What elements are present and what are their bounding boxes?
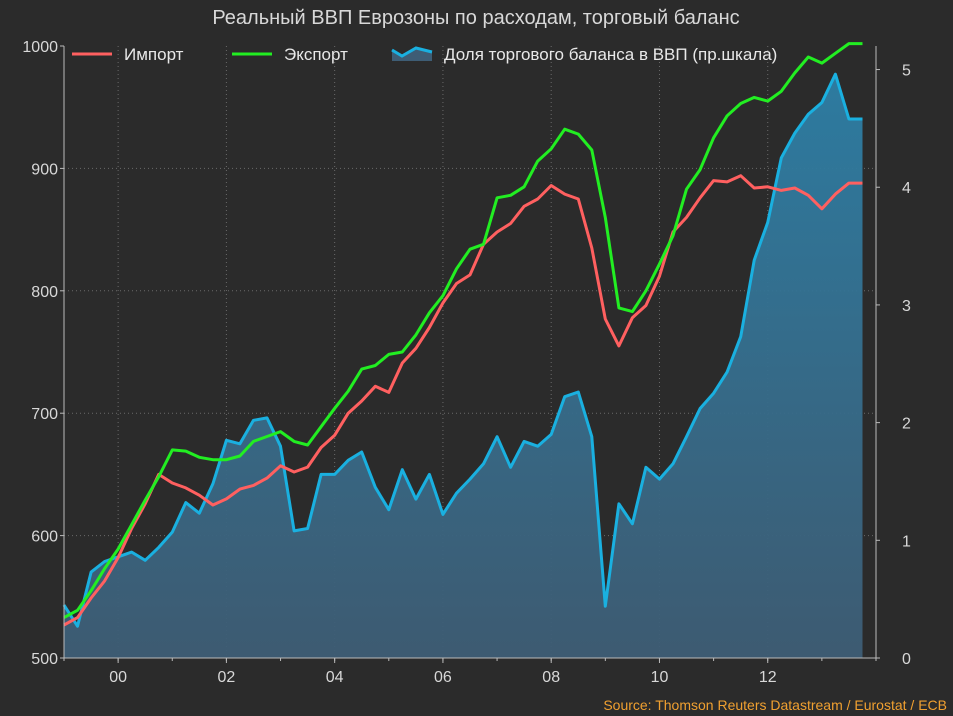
series-line-trade-balance (62, 72, 863, 628)
y-right-tick-label: 2 (902, 416, 911, 433)
line-layer (62, 42, 863, 628)
series-area-trade-balance (64, 74, 863, 658)
x-tick-label: 08 (542, 669, 560, 686)
legend: Импорт Экспорт Доля торгового баланса в ВВ… (72, 45, 777, 64)
y-left-tick-label: 1000 (22, 39, 58, 56)
y-left-tick-label: 900 (31, 161, 58, 178)
legend-label-trade-balance: Доля торгового баланса в ВВП (пр.шкала) (444, 45, 777, 64)
y-right-tick-label: 5 (902, 63, 911, 80)
y-right-tick-label: 1 (902, 533, 911, 550)
chart-title: Реальный ВВП Еврозоны по расходам, торго… (212, 7, 739, 29)
area-layer (64, 74, 863, 658)
x-tick-label: 12 (759, 669, 777, 686)
x-tick-label: 04 (326, 669, 344, 686)
legend-label-export: Экспорт (284, 45, 348, 64)
x-tick-label: 02 (218, 669, 236, 686)
y-left-tick-label: 600 (31, 529, 58, 546)
series-line-import (63, 174, 863, 627)
legend-swatch-trade-balance (392, 48, 432, 61)
y-right-tick-label: 0 (902, 651, 911, 668)
series-line-export (63, 42, 863, 619)
x-tick-label: 10 (651, 669, 669, 686)
y-right-tick-label: 4 (902, 180, 911, 197)
chart-source: Source: Thomson Reuters Datastream / Eur… (603, 697, 947, 713)
y-left-tick-label: 500 (31, 651, 58, 668)
legend-label-import: Импорт (124, 45, 184, 64)
y-left-tick-label: 800 (31, 284, 58, 301)
y-left-tick-label: 700 (31, 406, 58, 423)
x-tick-label: 00 (109, 669, 127, 686)
axes (60, 45, 880, 663)
legend-line-trade-balance (391, 46, 433, 58)
x-tick-label: 06 (434, 669, 452, 686)
y-right-tick-label: 3 (902, 298, 911, 315)
